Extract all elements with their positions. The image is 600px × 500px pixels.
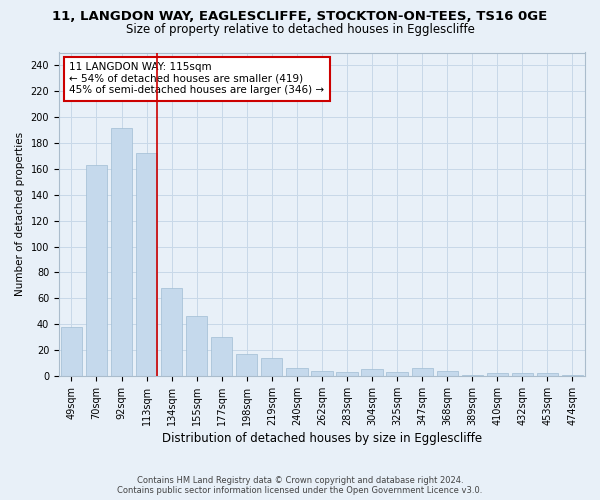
Text: Size of property relative to detached houses in Egglescliffe: Size of property relative to detached ho… — [125, 22, 475, 36]
Bar — [412, 368, 433, 376]
Bar — [286, 368, 308, 376]
Bar — [311, 371, 332, 376]
Bar — [111, 128, 132, 376]
X-axis label: Distribution of detached houses by size in Egglescliffe: Distribution of detached houses by size … — [162, 432, 482, 445]
Bar — [186, 316, 208, 376]
Bar — [361, 370, 383, 376]
Bar — [261, 358, 283, 376]
Text: 11, LANGDON WAY, EAGLESCLIFFE, STOCKTON-ON-TEES, TS16 0GE: 11, LANGDON WAY, EAGLESCLIFFE, STOCKTON-… — [52, 10, 548, 23]
Text: 11 LANGDON WAY: 115sqm
← 54% of detached houses are smaller (419)
45% of semi-de: 11 LANGDON WAY: 115sqm ← 54% of detached… — [70, 62, 325, 96]
Bar — [161, 288, 182, 376]
Bar — [337, 372, 358, 376]
Bar — [562, 374, 583, 376]
Bar — [136, 154, 157, 376]
Bar — [211, 337, 232, 376]
Text: Contains HM Land Registry data © Crown copyright and database right 2024.
Contai: Contains HM Land Registry data © Crown c… — [118, 476, 482, 495]
Bar — [86, 165, 107, 376]
Bar — [61, 327, 82, 376]
Y-axis label: Number of detached properties: Number of detached properties — [15, 132, 25, 296]
Bar — [386, 372, 408, 376]
Bar — [512, 374, 533, 376]
Bar — [487, 374, 508, 376]
Bar — [537, 374, 558, 376]
Bar — [437, 371, 458, 376]
Bar — [461, 374, 483, 376]
Bar — [236, 354, 257, 376]
